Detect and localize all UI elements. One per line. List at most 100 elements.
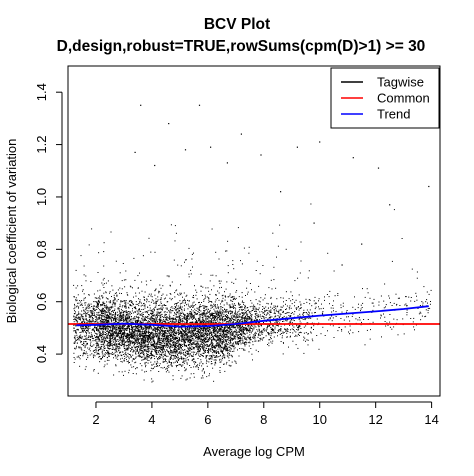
tagwise-point xyxy=(117,322,119,323)
tagwise-point xyxy=(203,319,205,321)
tagwise-point xyxy=(189,312,191,314)
tagwise-point xyxy=(152,336,154,338)
tagwise-point xyxy=(268,334,270,336)
tagwise-point xyxy=(111,285,113,287)
tagwise-point xyxy=(217,315,219,317)
tagwise-point xyxy=(151,313,153,315)
tagwise-point xyxy=(121,293,122,294)
tagwise-point xyxy=(283,320,285,322)
tagwise-point xyxy=(231,356,233,358)
tagwise-point xyxy=(178,310,180,312)
tagwise-point xyxy=(178,348,179,350)
tagwise-point xyxy=(139,334,141,336)
tagwise-points xyxy=(73,104,432,383)
tagwise-point xyxy=(264,310,265,312)
tagwise-point xyxy=(123,342,125,344)
tagwise-point xyxy=(181,318,183,320)
tagwise-point xyxy=(195,328,197,330)
tagwise-point xyxy=(179,318,181,320)
tagwise-point xyxy=(228,354,230,356)
tagwise-point xyxy=(214,364,216,366)
tagwise-point xyxy=(185,368,187,370)
tagwise-point xyxy=(351,315,353,317)
tagwise-point xyxy=(154,358,156,360)
tagwise-point xyxy=(235,336,237,338)
tagwise-point xyxy=(103,350,105,351)
tagwise-point xyxy=(216,335,218,337)
tagwise-point xyxy=(259,311,261,313)
tagwise-point xyxy=(188,332,190,334)
tagwise-point xyxy=(226,316,228,318)
tagwise-point xyxy=(191,332,193,334)
tagwise-point xyxy=(240,333,241,335)
tagwise-point xyxy=(102,330,103,332)
tagwise-point xyxy=(227,327,229,329)
tagwise-point xyxy=(178,347,180,349)
tagwise-point xyxy=(200,343,202,345)
tagwise-point xyxy=(74,358,76,360)
tagwise-point xyxy=(189,350,191,352)
tagwise-point xyxy=(131,337,133,339)
tagwise-point xyxy=(241,312,243,314)
tagwise-point xyxy=(263,328,265,330)
tagwise-point xyxy=(114,304,116,306)
tagwise-point xyxy=(175,326,177,328)
tagwise-point xyxy=(226,348,228,349)
tagwise-point xyxy=(169,340,171,342)
tagwise-point xyxy=(309,299,311,301)
tagwise-point xyxy=(75,317,77,319)
tagwise-point xyxy=(113,300,115,302)
tagwise-point xyxy=(158,290,160,292)
tagwise-point xyxy=(156,365,158,366)
tagwise-point xyxy=(163,345,165,347)
tagwise-point xyxy=(225,335,227,337)
tagwise-point xyxy=(131,332,133,334)
tagwise-point xyxy=(160,297,162,299)
tagwise-point xyxy=(183,360,185,362)
tagwise-point xyxy=(95,347,96,349)
tagwise-point xyxy=(307,322,309,324)
tagwise-point xyxy=(148,338,150,340)
tagwise-point xyxy=(247,342,249,344)
tagwise-point xyxy=(129,343,131,345)
tagwise-point xyxy=(219,340,221,342)
tagwise-point xyxy=(224,333,226,335)
tagwise-point xyxy=(130,302,132,303)
tagwise-point xyxy=(119,311,121,313)
tagwise-point xyxy=(251,330,253,332)
tagwise-point xyxy=(161,349,163,351)
tagwise-point xyxy=(263,307,265,309)
tagwise-point xyxy=(108,340,110,342)
tagwise-point xyxy=(122,316,124,318)
tagwise-point xyxy=(87,347,89,349)
tagwise-point xyxy=(124,336,126,337)
tagwise-point xyxy=(159,347,161,349)
tagwise-point xyxy=(181,337,183,339)
tagwise-point xyxy=(216,331,218,333)
tagwise-point xyxy=(406,305,407,307)
tagwise-point xyxy=(220,346,222,348)
tagwise-point xyxy=(186,345,188,347)
tagwise-point xyxy=(107,348,109,349)
tagwise-point xyxy=(267,332,269,334)
tagwise-point xyxy=(211,341,213,343)
tagwise-point xyxy=(147,335,149,337)
tagwise-point xyxy=(187,317,188,319)
tagwise-point xyxy=(189,377,191,379)
tagwise-point xyxy=(174,338,176,340)
tagwise-point xyxy=(238,341,240,343)
tagwise-point xyxy=(255,311,257,312)
tagwise-point xyxy=(188,341,190,343)
tagwise-point xyxy=(280,306,282,308)
tagwise-point xyxy=(357,307,359,309)
tagwise-point xyxy=(94,310,96,312)
tagwise-point xyxy=(146,329,148,331)
tagwise-point xyxy=(215,362,217,364)
tagwise-point xyxy=(249,317,251,319)
tagwise-point xyxy=(101,351,103,353)
tagwise-point xyxy=(170,349,171,351)
tagwise-point xyxy=(93,309,95,310)
tagwise-point xyxy=(168,339,170,341)
tagwise-point xyxy=(160,348,162,350)
tagwise-point xyxy=(154,343,156,345)
